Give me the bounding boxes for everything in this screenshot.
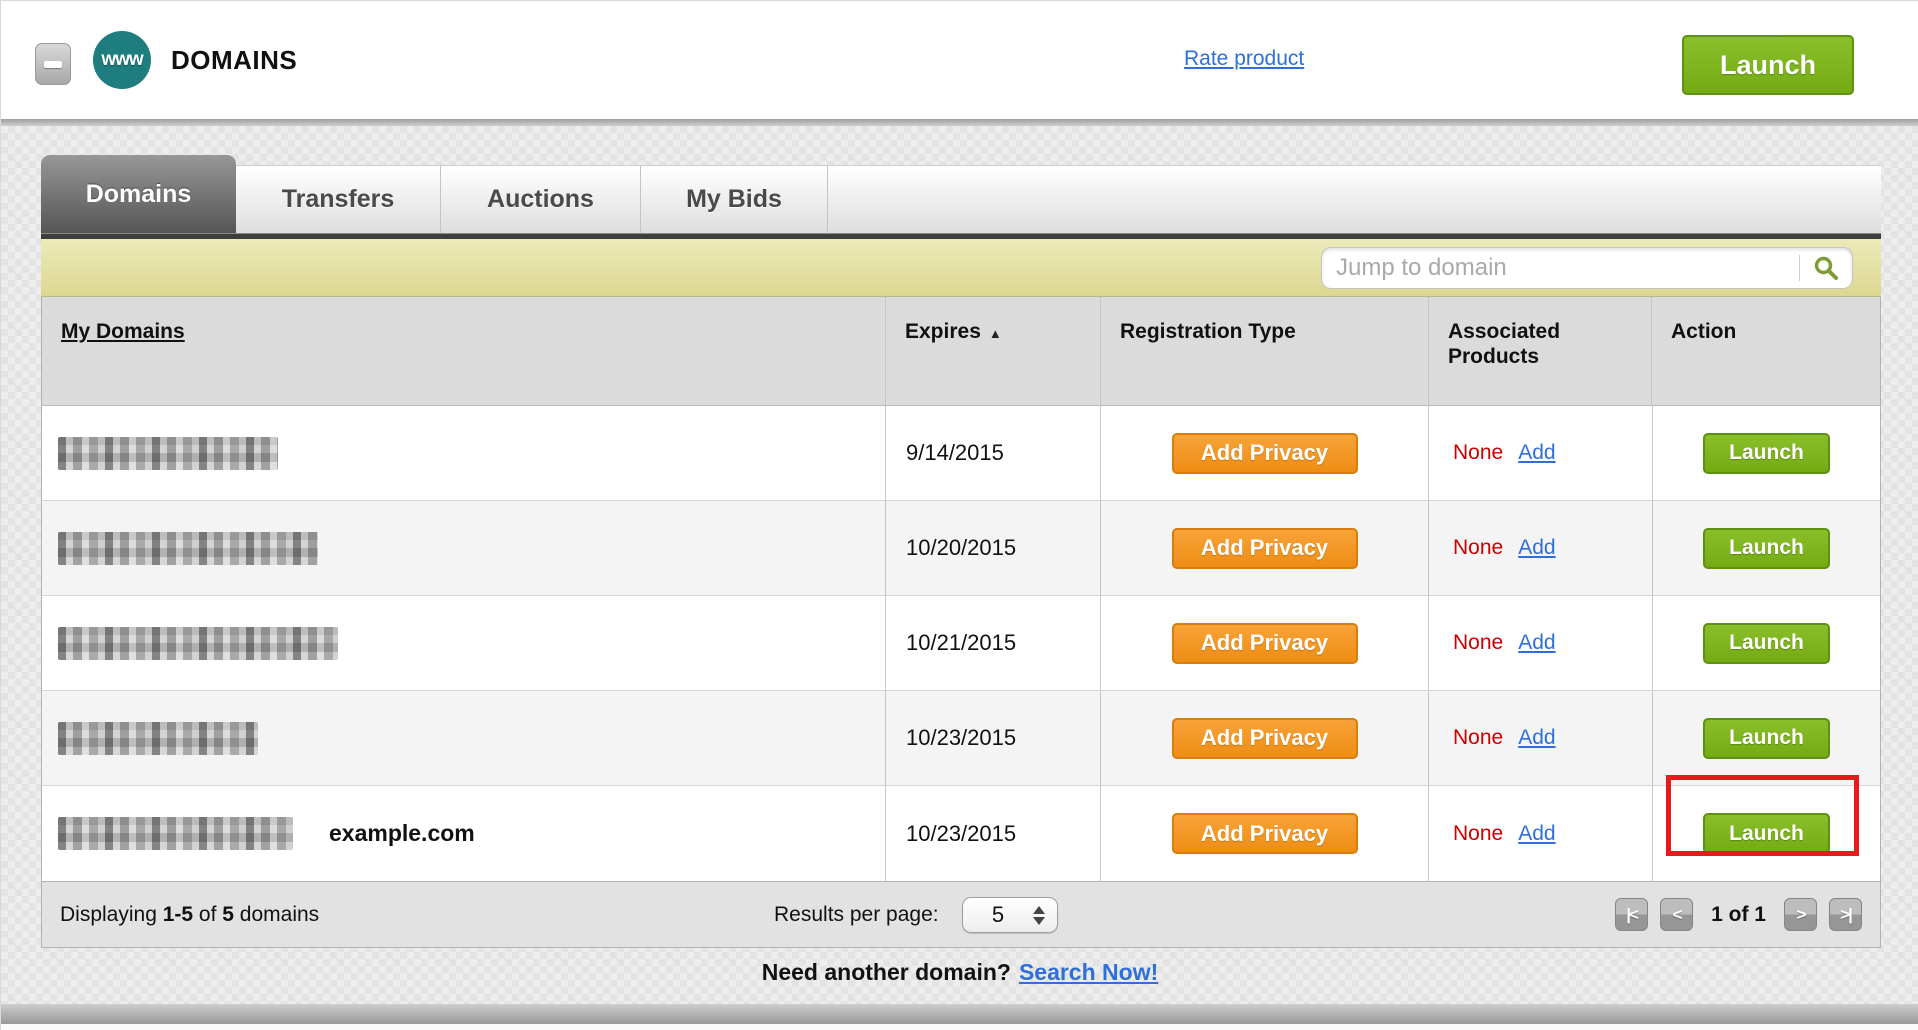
table-row: 10/21/2015 Add Privacy None Add Launch (42, 596, 1880, 691)
displaying-range: 1-5 (162, 902, 194, 926)
jump-to-domain-field (1321, 247, 1853, 289)
launch-button-row-highlighted[interactable]: Launch (1703, 813, 1830, 854)
expires-date: 10/23/2015 (886, 691, 1101, 785)
results-per-page-select[interactable]: 5 (962, 897, 1058, 933)
expires-date: 10/21/2015 (886, 596, 1101, 690)
associated-add-link[interactable]: Add (1518, 631, 1556, 654)
bottom-edge (1, 1024, 1918, 1030)
expires-date: 10/20/2015 (886, 501, 1101, 595)
search-button[interactable] (1800, 248, 1852, 288)
blurred-domain-name (58, 626, 338, 660)
prev-page-button[interactable]: < (1660, 898, 1694, 931)
expires-label: Expires (905, 320, 981, 343)
sort-asc-icon: ▲ (988, 326, 1002, 341)
tab-underline-bar (41, 233, 1881, 239)
input-divider (1799, 255, 1800, 281)
search-now-link[interactable]: Search Now! (1018, 959, 1159, 985)
need-domain-prompt: Need another domain? Search Now! (1, 959, 1918, 986)
tab-strip (41, 165, 1881, 233)
expires-date: 9/14/2015 (886, 406, 1101, 500)
search-bar (41, 239, 1881, 297)
column-header-registration-type: Registration Type (1101, 297, 1429, 405)
next-page-button[interactable]: > (1784, 898, 1817, 931)
launch-button-row[interactable]: Launch (1703, 527, 1830, 569)
first-page-button[interactable]: |< (1615, 898, 1649, 931)
results-per-page-value: 5 (991, 902, 1005, 927)
displaying-prefix: Displaying (60, 902, 163, 926)
blurred-domain-name (58, 817, 293, 850)
bottom-strip (1, 1004, 1918, 1024)
displaying-suffix: domains (233, 902, 320, 926)
associated-none-label: None (1453, 821, 1504, 845)
associated-add-link[interactable]: Add (1518, 726, 1556, 749)
launch-button-header[interactable]: Launch (1682, 35, 1854, 95)
blurred-domain-name (58, 531, 318, 565)
table-row: 9/14/2015 Add Privacy None Add Launch (42, 406, 1880, 501)
search-icon (1814, 256, 1838, 280)
example-annotation-label: example.com (329, 820, 475, 846)
tab-transfers[interactable]: Transfers (236, 165, 441, 233)
domains-table: My Domains Expires ▲ Registration Type As… (41, 297, 1881, 882)
launch-button-row[interactable]: Launch (1703, 432, 1830, 474)
blurred-domain-name (58, 436, 278, 470)
column-header-expires[interactable]: Expires ▲ (886, 297, 1101, 405)
select-stepper-icon (1033, 905, 1045, 925)
launch-button-row[interactable]: Launch (1703, 717, 1830, 759)
add-privacy-button[interactable]: Add Privacy (1171, 813, 1358, 854)
column-header-my-domains[interactable]: My Domains (42, 297, 886, 405)
add-privacy-button[interactable]: Add Privacy (1171, 717, 1358, 759)
pagination: |< < 1 of 1 > >| (1615, 898, 1862, 931)
add-privacy-button[interactable]: Add Privacy (1171, 527, 1358, 569)
rate-product-link[interactable]: Rate product (1184, 47, 1305, 70)
table-footer: Displaying 1-5 of 5 domains Results per … (41, 882, 1881, 948)
app-header: www DOMAINS Rate product Launch (1, 1, 1918, 119)
tab-domains[interactable]: Domains (41, 155, 236, 233)
displaying-total: 5 (222, 902, 234, 926)
page-title: DOMAINS (171, 45, 298, 75)
page-status: 1 of 1 (1711, 902, 1766, 926)
displaying-status: Displaying 1-5 of 5 domains (42, 903, 319, 927)
associated-none-label: None (1453, 441, 1504, 464)
results-per-page-label: Results per page: (774, 902, 939, 926)
expires-date: 10/23/2015 (886, 786, 1101, 881)
last-page-button[interactable]: >| (1829, 898, 1862, 931)
table-row: 10/23/2015 Add Privacy None Add Launch (42, 691, 1880, 786)
tab-auctions[interactable]: Auctions (441, 165, 641, 233)
associated-none-label: None (1453, 726, 1504, 749)
associated-none-label: None (1453, 631, 1504, 654)
jump-to-domain-input[interactable] (1322, 248, 1799, 288)
column-header-action: Action (1671, 320, 1737, 343)
add-privacy-button[interactable]: Add Privacy (1171, 432, 1358, 474)
www-logo-icon: www (93, 31, 151, 89)
associated-add-link[interactable]: Add (1518, 536, 1556, 559)
column-header-associated-products: Associated Products (1429, 297, 1652, 405)
need-domain-text: Need another domain? (761, 959, 1011, 985)
associated-none-label: None (1453, 536, 1504, 559)
launch-button-row[interactable]: Launch (1703, 622, 1830, 664)
blurred-domain-name (58, 721, 258, 755)
associated-add-link[interactable]: Add (1518, 821, 1556, 845)
displaying-of: of (193, 902, 223, 926)
table-header-row: My Domains Expires ▲ Registration Type As… (42, 297, 1880, 406)
header-divider (1, 119, 1918, 126)
add-privacy-button[interactable]: Add Privacy (1171, 622, 1358, 664)
table-row-example: example.com 10/23/2015 Add Privacy None … (42, 786, 1880, 881)
collapse-button[interactable] (35, 43, 71, 85)
minus-icon (44, 60, 62, 68)
table-row: 10/20/2015 Add Privacy None Add Launch (42, 501, 1880, 596)
associated-add-link[interactable]: Add (1518, 441, 1556, 464)
tab-my-bids[interactable]: My Bids (641, 165, 828, 233)
